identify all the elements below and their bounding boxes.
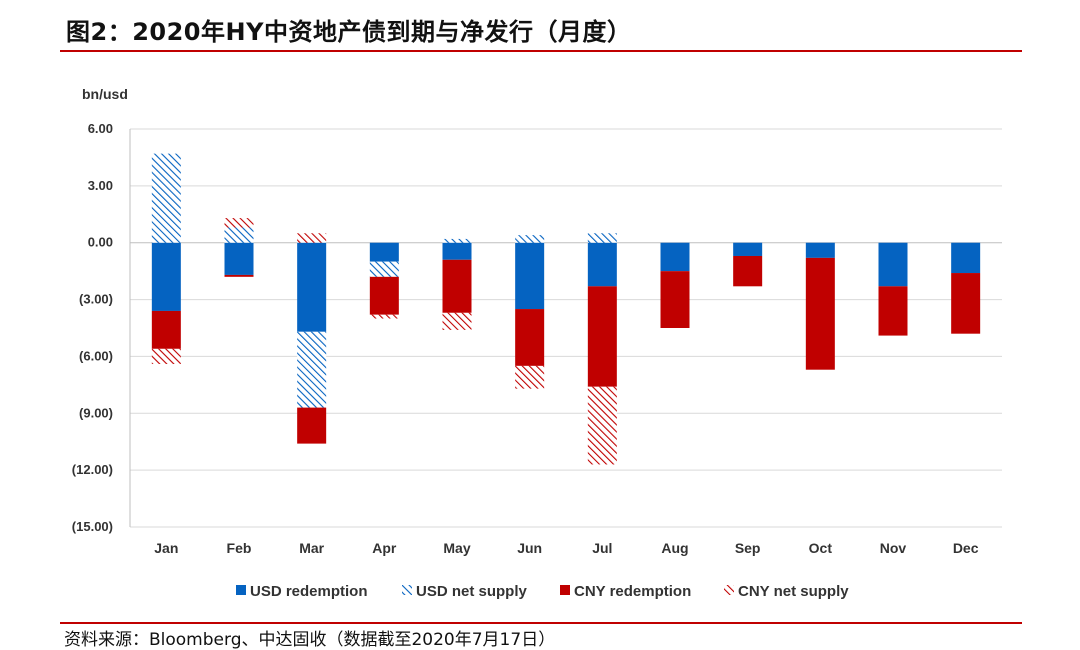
- bar-usd-redemption-aug: [660, 242, 690, 272]
- legend-label: USD redemption: [250, 583, 368, 600]
- bar-chart: bn/usd 6.00 3.00 0.00 (3.00) (6.00) (9.00) (12…: [72, 86, 1002, 600]
- grid-lines: [129, 128, 1002, 528]
- legend-swatch-usd-redemption: [236, 585, 246, 595]
- x-tick-label: Nov: [880, 540, 907, 556]
- y-tick-label: (6.00): [79, 348, 113, 363]
- x-tick-label: Oct: [809, 540, 833, 556]
- source-note: 资料来源：Bloomberg、中达固收（数据截至2020年7月17日）: [64, 630, 556, 650]
- bar-usd-redemption-jun: [515, 242, 545, 310]
- x-axis-labels: Jan Feb Mar Apr May Jun Jul Aug Sep Oct Nov Dec: [154, 540, 978, 556]
- bar-cny-redemption-feb: [224, 274, 254, 277]
- bar-cny-redemption-nov: [878, 286, 908, 336]
- bar-usd-redemption-jul: [587, 242, 617, 287]
- legend-swatch-cny-net-supply: [724, 585, 734, 595]
- bar-usd-net-supply-jan: [151, 153, 181, 243]
- bar-usd-net-supply-feb: [224, 227, 254, 243]
- title-divider: [60, 50, 1022, 52]
- x-tick-label: Jul: [592, 540, 612, 556]
- bar-cny-redemption-mar: [297, 407, 327, 444]
- bar-usd-redemption-apr: [369, 242, 399, 262]
- x-tick-label: Jan: [154, 540, 178, 556]
- bar-cny-redemption-jun: [515, 309, 545, 366]
- bar-cny-net-supply-jun: [515, 365, 545, 389]
- bar-cny-redemption-aug: [660, 271, 690, 328]
- bar-cny-redemption-jan: [151, 310, 181, 349]
- page-title: 图2：2020年HY中资地产债到期与净发行（月度）: [66, 18, 632, 46]
- legend-swatch-usd-net-supply: [402, 585, 412, 595]
- bar-cny-net-supply-apr: [369, 314, 399, 319]
- x-tick-label: May: [443, 540, 470, 556]
- y-axis-ticks: 6.00 3.00 0.00 (3.00) (6.00) (9.00) (12.00) (15…: [72, 121, 113, 534]
- legend-label: CNY redemption: [574, 583, 691, 600]
- source-divider: [60, 622, 1022, 624]
- bar-usd-redemption-mar: [297, 242, 327, 332]
- bar-cny-redemption-sep: [733, 255, 763, 287]
- x-tick-label: Mar: [299, 540, 324, 556]
- legend-label: USD net supply: [416, 583, 528, 600]
- bar-usd-net-supply-may: [442, 238, 472, 243]
- y-tick-label: (15.00): [72, 519, 113, 534]
- y-tick-label: 3.00: [88, 178, 113, 193]
- y-tick-label: 0.00: [88, 235, 113, 250]
- bar-cny-redemption-jul: [587, 286, 617, 387]
- bar-usd-net-supply-mar: [297, 331, 327, 408]
- x-tick-label: Jun: [517, 540, 542, 556]
- bar-usd-redemption-feb: [224, 242, 254, 275]
- bars: [151, 153, 981, 465]
- x-tick-label: Apr: [372, 540, 397, 556]
- bar-usd-redemption-may: [442, 242, 472, 260]
- x-tick-label: Aug: [661, 540, 688, 556]
- y-tick-label: 6.00: [88, 121, 113, 136]
- bar-cny-redemption-dec: [951, 273, 981, 334]
- legend-label: CNY net supply: [738, 583, 849, 600]
- y-tick-label: (9.00): [79, 405, 113, 420]
- x-tick-label: Sep: [735, 540, 761, 556]
- unit-label: bn/usd: [82, 86, 128, 102]
- bar-cny-redemption-may: [442, 259, 472, 313]
- legend-swatch-cny-redemption: [560, 585, 570, 595]
- x-tick-label: Dec: [953, 540, 979, 556]
- bar-cny-net-supply-mar: [297, 233, 327, 243]
- bar-cny-net-supply-feb: [224, 218, 254, 228]
- bar-usd-redemption-oct: [805, 242, 835, 258]
- bar-cny-net-supply-jul: [587, 386, 617, 465]
- bar-cny-redemption-oct: [805, 257, 835, 370]
- bar-usd-redemption-sep: [733, 242, 763, 256]
- y-tick-label: (12.00): [72, 462, 113, 477]
- y-tick-label: (3.00): [79, 292, 113, 307]
- bar-usd-net-supply-jun: [515, 235, 545, 243]
- bar-usd-net-supply-apr: [369, 261, 399, 277]
- bar-usd-redemption-nov: [878, 242, 908, 287]
- bar-cny-net-supply-may: [442, 312, 472, 330]
- bar-cny-redemption-apr: [369, 276, 399, 315]
- bar-cny-net-supply-jan: [151, 348, 181, 365]
- x-tick-label: Feb: [227, 540, 252, 556]
- bar-usd-net-supply-jul: [587, 233, 617, 243]
- bar-usd-redemption-dec: [951, 242, 981, 274]
- bar-usd-redemption-jan: [151, 242, 181, 311]
- legend: USD redemption USD net supply CNY redempti…: [236, 583, 849, 600]
